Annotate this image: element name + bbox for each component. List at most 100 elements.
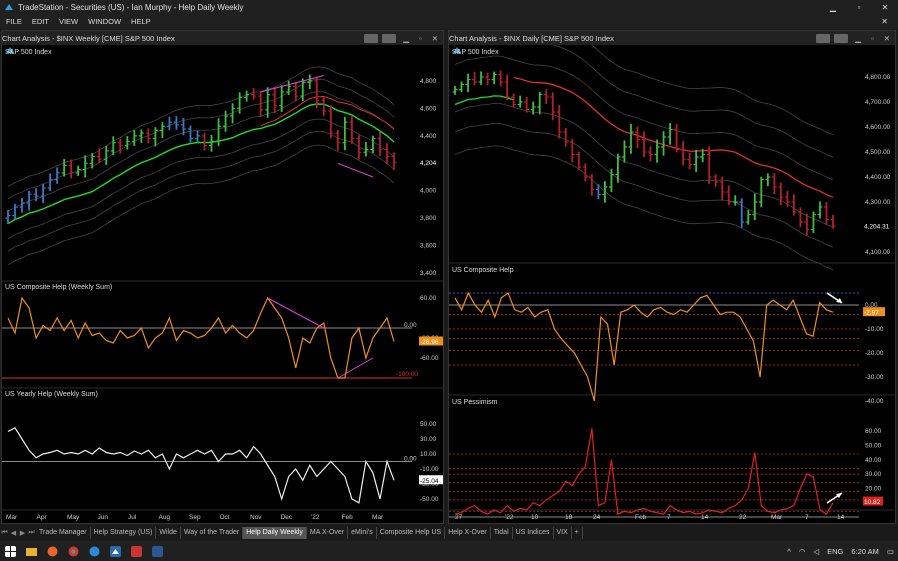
daily-price-bar [498,70,504,87]
weekly-envelope-band [7,91,395,212]
menu-view[interactable]: VIEW [58,16,79,26]
weekly-price-bar [82,155,88,178]
windows-start-icon[interactable] [5,545,16,557]
tab-emini-s[interactable]: eMini's [348,527,377,539]
window-close-icon[interactable]: ✕ [431,33,438,43]
tab-help-strategy-us[interactable]: Help Strategy (US) [91,527,157,539]
firefox-icon[interactable] [47,546,58,557]
tab-help-daily-weekly[interactable]: Help Daily Weekly [243,527,307,539]
daily-price-bar [550,92,556,121]
app-icon[interactable] [131,545,142,557]
notifications-icon[interactable]: ▭ [886,546,894,556]
minimize-button[interactable]: ▁ [829,2,837,12]
window-close-icon[interactable]: ✕ [883,33,890,43]
weekly-price-bar [391,152,397,171]
daily-x-label: 18 [565,514,573,521]
clock[interactable]: 6:20 AM [851,546,879,556]
tab-composite-help-us[interactable]: Composite Help US [377,527,446,539]
weekly-composite-line [7,296,395,379]
tab-vix[interactable]: VIX [554,527,572,539]
daily-chart-window[interactable]: Chart Analysis - $INX Daily [CME] S&P 50… [448,30,896,524]
add-tab-button[interactable]: + [572,527,583,539]
tab-ma-x-over[interactable]: MA X-Over [307,527,349,539]
window-maximize-icon[interactable]: ▫ [871,33,874,43]
weekly-x-label: Nov [250,514,262,521]
weekly-price-bar [293,81,299,101]
menu-help[interactable]: HELP [131,16,151,26]
daily-price-label: 4,700.00 [865,99,891,106]
daily-chart-canvas[interactable]: S&P 500 Index 4,800.004,700.004,600.004,… [449,45,895,523]
weekly-chart-canvas[interactable]: S&P 500 Index 4,8004,6004,4004,2004,0003… [2,45,443,523]
file-explorer-icon[interactable] [26,546,37,557]
daily-x-label: 27 [455,514,463,521]
daily-price-label: 4,400.00 [865,174,891,181]
tradestation-taskbar-icon[interactable] [110,545,121,557]
tab-us-indices[interactable]: US Indices [513,527,554,539]
word-icon[interactable] [152,545,163,557]
close-button[interactable]: ✕ [881,2,889,12]
weekly-comp-label: -100.00 [396,371,418,378]
menu-edit[interactable]: EDIT [31,16,49,26]
daily-envelope-band [454,102,834,228]
chart-analysis-icon [453,47,461,53]
daily-price-bar [719,176,725,201]
chrome-icon[interactable] [68,546,79,557]
tab-help-x-over[interactable]: Help X-Over [445,527,491,539]
maximize-button[interactable]: ▫ [857,2,861,12]
daily-price-bar [556,105,562,139]
weekly-price-bar [26,190,32,211]
symbol-link-button[interactable] [834,33,849,43]
daily-symbol-label: S&P 500 Index [452,49,499,56]
workspace-close-icon[interactable]: ✕ [881,16,888,26]
volume-icon[interactable]: ◁ [813,546,820,556]
tab-trade-manager[interactable]: Trade Manager [36,527,91,539]
weekly-envelope-band [7,66,395,187]
weekly-price-bar [138,129,144,143]
weekly-price-bar [5,209,11,224]
weekly-time-axis: Mar Apr May Jun Jul Aug Sep Oct Nov Dec '22 Feb Mar [6,514,384,521]
window-minimize-icon[interactable]: ▁ [403,33,410,43]
weekly-chart-title: Chart Analysis - $INX Weekly [CME] S&P 5… [2,33,175,43]
link-button[interactable] [364,33,379,43]
weekly-comp-label: 60.00 [420,295,437,302]
tray-chevron-icon[interactable]: ^ [787,546,791,556]
daily-x-label: 7 [667,514,671,521]
daily-comp-label: -40.00 [865,398,884,405]
tab-last-icon[interactable]: ⏭ [28,529,35,536]
daily-price-label: 4,100.00 [865,249,891,256]
menu-window[interactable]: WINDOW [88,16,122,26]
daily-x-label: 10 [531,514,539,521]
tab-next-icon[interactable]: ▶ [19,530,26,537]
wifi-icon[interactable]: ◠ [798,546,806,556]
daily-price-bar [693,149,699,172]
daily-price-bar [511,93,517,108]
weekly-price-bar [180,117,186,136]
daily-pess-current: 10.82 [864,499,881,506]
window-maximize-icon[interactable]: ▫ [419,33,422,43]
daily-pess-label: 40.00 [865,457,882,464]
tab-wilde[interactable]: Wilde [156,527,181,539]
daily-price-bar [706,146,712,185]
symbol-link-button[interactable] [382,33,397,43]
browser-icon[interactable] [89,546,100,557]
weekly-price-bar [33,188,39,202]
language-indicator[interactable]: ENG [827,546,844,556]
weekly-chart-window[interactable]: Chart Analysis - $INX Weekly [CME] S&P 5… [1,30,444,524]
link-button[interactable] [816,33,831,43]
weekly-price-bar [279,85,285,112]
daily-price-bar [817,201,823,219]
daily-x-label: 14 [837,514,845,521]
weekly-price-label: 4,000 [420,188,437,195]
menu-file[interactable]: FILE [6,16,22,26]
weekly-price-current: 4,204 [420,160,437,167]
weekly-price-bar [384,143,390,164]
weekly-price-bar [237,92,243,114]
tab-way-of-the-trader[interactable]: Way of the Trader [181,527,244,539]
tab-tidal[interactable]: Tidal [491,527,513,539]
daily-price-bar [602,181,608,203]
window-minimize-icon[interactable]: ▁ [855,33,862,43]
tab-first-icon[interactable]: ⏮ [1,529,8,536]
tab-prev-icon[interactable]: ◀ [10,530,17,537]
daily-comp-label: -10.00 [865,326,884,333]
